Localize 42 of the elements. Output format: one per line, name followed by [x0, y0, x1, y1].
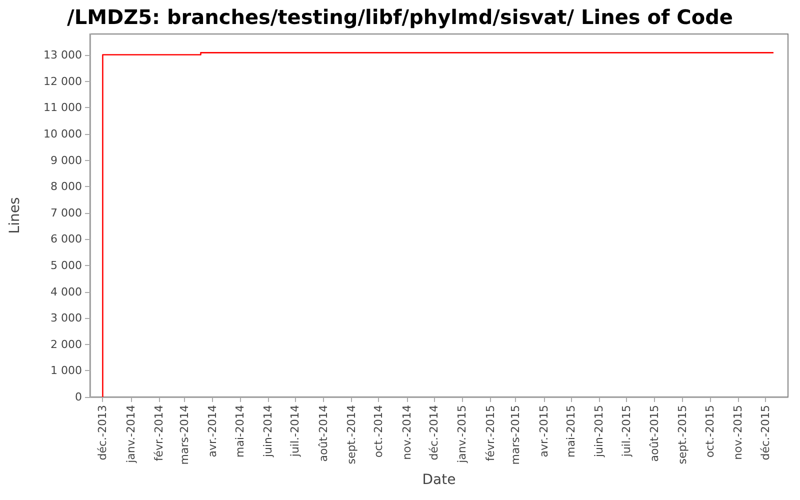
y-tick-label: 5 000: [50, 258, 82, 272]
x-tick-label: nov.-2015: [732, 405, 745, 460]
x-tick-label: mars-2015: [509, 405, 522, 465]
x-tick-label: sept.-2014: [344, 405, 358, 464]
y-tick-label: 13 000: [44, 48, 82, 62]
y-tick-label: 0: [75, 390, 82, 404]
y-axis-title: Lines: [7, 197, 23, 234]
x-tick-label: juin-2015: [592, 405, 606, 458]
x-tick-label: août-2014: [316, 405, 330, 462]
x-tick-label: juil.-2014: [288, 405, 302, 458]
y-tick-label: 10 000: [44, 127, 82, 140]
x-tick-label: août-2015: [648, 405, 662, 462]
y-tick-label: 12 000: [44, 74, 82, 88]
x-tick-label: mai-2015: [564, 405, 578, 458]
y-tick-label: 1 000: [50, 364, 82, 378]
y-tick-label: 4 000: [50, 285, 82, 298]
x-tick-label: janv.-2015: [456, 405, 469, 464]
x-axis-title: Date: [422, 472, 456, 488]
x-tick-label: oct.-2015: [703, 405, 716, 458]
x-tick-label: juin-2014: [261, 405, 274, 458]
x-tick-label: févr.-2014: [152, 405, 166, 462]
chart-title: /LMDZ5: branches/testing/libf/phylmd/sisvat/ Lines of Code: [67, 5, 733, 29]
y-tick-label: 2 000: [50, 338, 82, 351]
x-tick-label: déc.-2013: [96, 405, 110, 460]
x-tick-label: mars-2014: [178, 405, 191, 465]
x-tick-label: déc.-2014: [428, 405, 441, 460]
x-tick-label: févr.-2015: [484, 405, 497, 462]
y-tick-label: 9 000: [50, 154, 82, 167]
y-tick-label: 8 000: [50, 180, 82, 194]
x-tick-label: nov.-2014: [400, 405, 414, 460]
x-tick-label: mai-2014: [233, 405, 246, 458]
x-tick-label: juil.-2015: [620, 405, 633, 458]
x-tick-label: oct.-2014: [372, 405, 386, 458]
x-tick-label: avr.-2014: [206, 405, 220, 458]
x-tick-label: sept.-2015: [676, 405, 690, 464]
x-tick-label: janv.-2014: [124, 405, 138, 464]
y-tick-label: 3 000: [50, 312, 82, 325]
x-tick-label: avr.-2015: [537, 405, 550, 458]
y-tick-label: 7 000: [50, 206, 82, 220]
y-tick-label: 6 000: [50, 232, 82, 246]
x-tick-label: déc.-2015: [758, 405, 772, 460]
y-tick-label: 11 000: [44, 101, 82, 114]
